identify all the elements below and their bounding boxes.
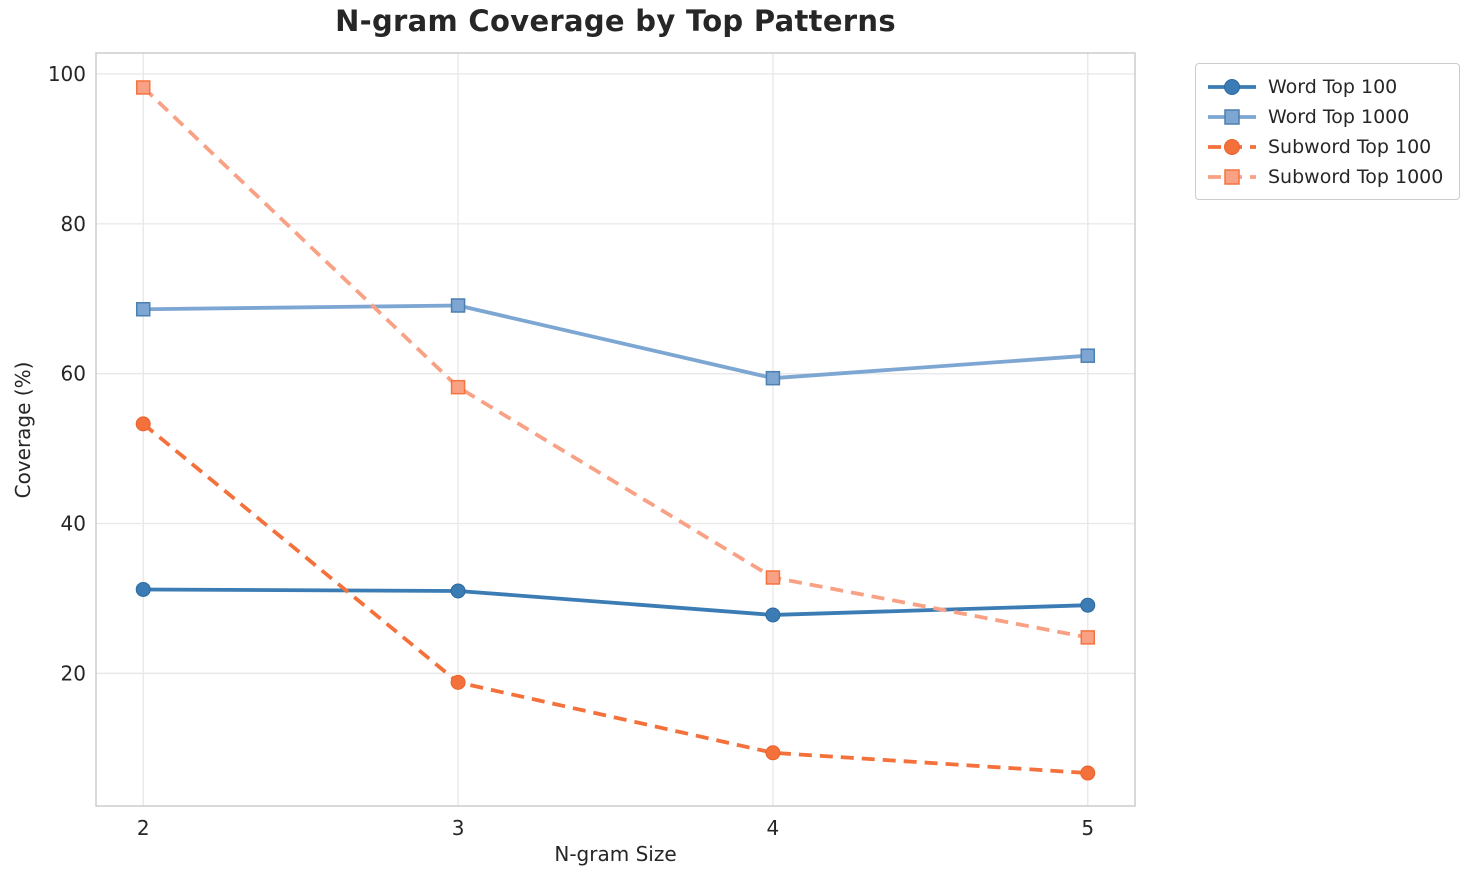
y-tick-label: 60	[61, 362, 86, 386]
marker-subword-top-100	[1080, 765, 1096, 781]
marker-word-top-100	[135, 581, 151, 597]
legend-item-subword-top-1000: Subword Top 1000	[1208, 164, 1443, 189]
marker-subword-top-100	[765, 745, 781, 761]
marker-subword-top-100	[450, 674, 466, 690]
legend-line-sample	[1208, 138, 1256, 155]
y-tick-label: 100	[48, 62, 86, 86]
marker-word-top-1000	[135, 301, 151, 317]
series-line-word-top-1000	[143, 303, 1088, 381]
marker-word-top-1000	[765, 370, 781, 386]
marker-subword-top-1000	[1080, 630, 1096, 645]
legend: Word Top 100 Word Top 1000 Subword Top 100…	[1195, 63, 1461, 200]
square-marker-icon	[1224, 168, 1240, 185]
legend-label: Subword Top 1000	[1268, 165, 1444, 188]
y-tick-label: 40	[61, 512, 86, 536]
marker-word-top-100	[1080, 597, 1096, 613]
legend-label: Subword Top 100	[1268, 135, 1432, 158]
y-axis-label: Coverage (%)	[11, 361, 35, 499]
x-axis-label: N-gram Size	[554, 842, 677, 866]
chart-title: N-gram Coverage by Top Patterns	[335, 4, 896, 38]
square-marker-icon	[1224, 108, 1240, 125]
marker-word-top-100	[450, 583, 466, 599]
x-tick-label: 3	[452, 816, 465, 840]
legend-line-sample	[1208, 168, 1256, 185]
legend-line-sample	[1208, 78, 1256, 95]
circle-marker-icon	[1224, 138, 1240, 155]
plot-background	[96, 53, 1135, 806]
marker-word-top-1000	[1080, 348, 1096, 363]
marker-subword-top-100	[135, 416, 151, 432]
marker-word-top-100	[765, 607, 781, 623]
marker-subword-top-1000	[135, 80, 151, 95]
marker-subword-top-1000	[450, 379, 466, 395]
axes-spines	[95, 52, 1136, 807]
y-tick-label: 80	[61, 212, 86, 236]
legend-item-subword-top-100: Subword Top 100	[1208, 134, 1443, 159]
y-tick-label: 20	[61, 661, 86, 685]
legend-label: Word Top 1000	[1268, 105, 1410, 128]
legend-item-word-top-100: Word Top 100	[1208, 74, 1443, 99]
series-line-subword-top-100	[142, 422, 1088, 775]
x-tick-label: 2	[137, 816, 150, 840]
marker-subword-top-1000	[765, 570, 781, 585]
x-tick-label: 4	[767, 816, 780, 840]
series-line-subword-top-1000	[141, 86, 1089, 640]
circle-marker-icon	[1224, 78, 1240, 95]
legend-line-sample	[1208, 108, 1256, 125]
legend-label: Word Top 100	[1268, 75, 1398, 98]
marker-word-top-1000	[450, 298, 466, 313]
legend-item-word-top-1000: Word Top 1000	[1208, 104, 1443, 129]
series-line-word-top-100	[143, 587, 1088, 617]
x-tick-label: 5	[1081, 816, 1094, 840]
